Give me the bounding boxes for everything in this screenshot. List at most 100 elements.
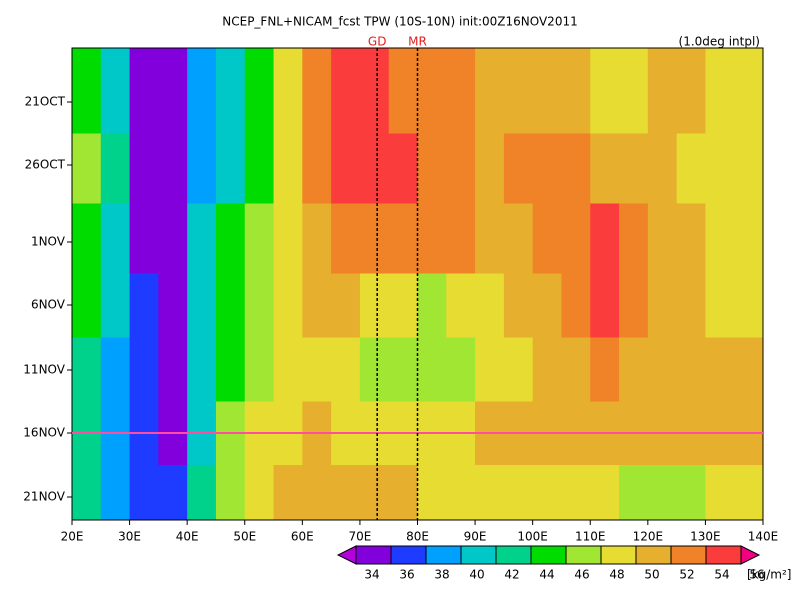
colorbar-box	[600, 545, 637, 565]
cell	[331, 203, 361, 274]
cell	[446, 203, 476, 274]
cell	[647, 133, 678, 204]
cell	[532, 133, 562, 204]
cell	[475, 273, 505, 338]
cell	[72, 133, 102, 204]
cell	[475, 465, 505, 521]
cell	[187, 203, 217, 274]
cell	[359, 133, 390, 204]
cell	[446, 133, 476, 204]
colorbar-label: 54	[714, 568, 729, 582]
x-tick-label: 70E	[348, 530, 371, 544]
cell	[273, 465, 303, 521]
cell	[244, 48, 275, 134]
colorbar-box	[425, 545, 462, 565]
cell	[417, 203, 447, 274]
cell	[129, 337, 159, 402]
cell	[676, 203, 706, 274]
heatmap	[72, 48, 764, 521]
cell	[388, 273, 418, 338]
cell	[388, 133, 418, 204]
cell	[590, 465, 620, 521]
cell	[734, 337, 764, 402]
cell	[475, 337, 505, 402]
cell	[503, 465, 534, 521]
cell	[647, 273, 678, 338]
cell	[302, 48, 332, 134]
y-tick-label: 16NOV	[23, 426, 65, 440]
cell	[705, 273, 735, 338]
x-tick-label: 120E	[633, 530, 664, 544]
cell	[187, 273, 217, 338]
cell	[590, 133, 620, 204]
cell	[446, 273, 476, 338]
cell	[619, 48, 649, 134]
cell	[503, 203, 534, 274]
cell	[561, 133, 591, 204]
cell	[417, 337, 447, 402]
colorbar-label: 46	[574, 568, 589, 582]
cell	[72, 48, 102, 134]
cell	[532, 203, 562, 274]
cell	[100, 133, 131, 204]
colorbar-label: 36	[399, 568, 414, 582]
cell	[359, 203, 390, 274]
cell	[129, 48, 159, 134]
cell	[72, 337, 102, 402]
x-tick-label: 110E	[575, 530, 606, 544]
marker-label: MR	[408, 35, 427, 49]
cell	[273, 273, 303, 338]
cell	[561, 48, 591, 134]
cell	[72, 203, 102, 274]
colorbar-triangle	[336, 545, 357, 565]
colorbar-label: 48	[609, 568, 624, 582]
cell	[187, 133, 217, 204]
cell	[590, 337, 620, 402]
cell	[561, 273, 591, 338]
x-tick-label: 20E	[61, 530, 84, 544]
cell	[359, 48, 390, 134]
colorbar-label: 38	[434, 568, 449, 582]
cell	[676, 465, 706, 521]
cell	[215, 273, 246, 338]
colorbar-box	[705, 545, 742, 565]
cell	[647, 203, 678, 274]
cell	[273, 133, 303, 204]
chart-title: NCEP_FNL+NICAM_fcst TPW (10S-10N) init:0…	[222, 15, 577, 29]
x-tick-label: 30E	[118, 530, 141, 544]
cell	[446, 465, 476, 521]
cell	[590, 48, 620, 134]
cell	[187, 337, 217, 402]
colorbar-box	[495, 545, 532, 565]
colorbar-label: 50	[644, 568, 659, 582]
cell	[158, 48, 188, 134]
cell	[331, 133, 361, 204]
cell	[705, 48, 735, 134]
cell	[619, 465, 649, 521]
cell	[734, 465, 764, 521]
colorbar-unit: [kg/m²]	[747, 568, 791, 582]
cell	[129, 133, 159, 204]
x-tick-label: 80E	[406, 530, 429, 544]
colorbar-label: 42	[504, 568, 519, 582]
cell	[72, 465, 102, 521]
cell	[561, 337, 591, 402]
cell	[331, 273, 361, 338]
cell	[302, 273, 332, 338]
cell	[619, 273, 649, 338]
cell	[734, 48, 764, 134]
cell	[158, 465, 188, 521]
colorbar-box	[670, 545, 707, 565]
cell	[244, 337, 275, 402]
y-tick-label: 21OCT	[25, 95, 66, 109]
cell	[129, 273, 159, 338]
cell	[417, 48, 447, 134]
colorbar-label: 40	[469, 568, 484, 582]
cell	[100, 273, 131, 338]
colorbar-box	[460, 545, 497, 565]
cell	[705, 465, 735, 521]
cell	[244, 203, 275, 274]
x-tick-label: 50E	[233, 530, 256, 544]
x-tick-label: 40E	[176, 530, 199, 544]
